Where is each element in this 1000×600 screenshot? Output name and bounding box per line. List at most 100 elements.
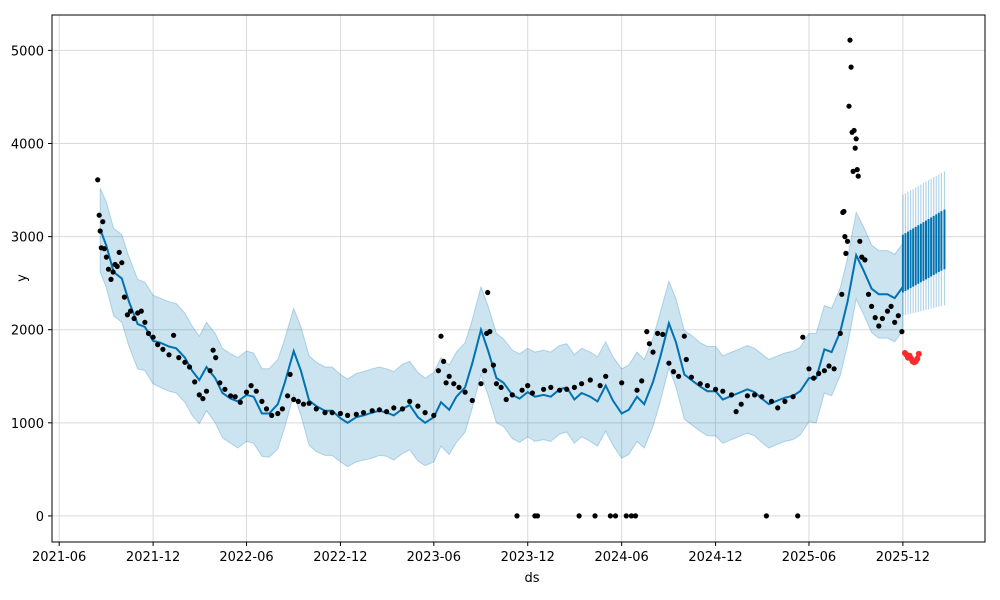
observed-point — [697, 381, 703, 387]
observed-point — [847, 37, 853, 43]
observed-point — [514, 513, 520, 519]
observed-point — [831, 366, 837, 372]
observed-point — [865, 291, 872, 297]
observed-point — [360, 410, 367, 416]
observed-point — [248, 383, 254, 389]
observed-point — [525, 383, 531, 389]
observed-point — [313, 406, 319, 412]
forecast-line-layer — [99, 228, 904, 425]
observed-point — [435, 368, 441, 374]
observed-point — [884, 308, 891, 314]
x-tick-label: 2021-12 — [126, 550, 180, 565]
forecast-line — [99, 228, 904, 425]
observed-point — [145, 330, 152, 336]
observed-point — [846, 103, 852, 109]
observed-point — [451, 381, 457, 387]
observed-point — [720, 388, 726, 394]
observed-point — [441, 358, 447, 364]
observed-point — [124, 312, 130, 318]
observed-point — [839, 291, 845, 297]
observed-point — [269, 412, 275, 418]
observed-point — [103, 254, 109, 260]
observed-point — [498, 384, 504, 390]
observed-point — [733, 409, 739, 415]
observed-point — [391, 405, 397, 411]
observed-point — [841, 208, 847, 215]
observed-point — [548, 384, 554, 390]
observed-point — [806, 366, 812, 372]
observed-point — [116, 249, 122, 255]
observed-point — [852, 145, 858, 151]
observed-point — [478, 381, 484, 387]
observed-point — [851, 127, 857, 134]
observed-point — [713, 386, 719, 392]
observed-point — [407, 398, 413, 404]
observed-point — [222, 386, 228, 392]
observed-point — [612, 513, 619, 519]
observed-point — [644, 329, 650, 335]
observed-point — [752, 392, 758, 398]
observed-point — [95, 177, 101, 183]
x-tick-label: 2023-12 — [501, 550, 555, 565]
observed-point — [646, 341, 653, 347]
observed-point — [210, 347, 216, 353]
observed-point — [607, 513, 614, 519]
observed-point — [811, 375, 817, 381]
y-tick-label: 0 — [36, 510, 44, 525]
y-axis-title: y — [15, 274, 30, 282]
observed-point — [108, 276, 114, 282]
observed-point — [456, 384, 462, 390]
observed-point — [842, 234, 848, 240]
observed-points — [95, 37, 922, 519]
x-tick-label: 2022-06 — [219, 550, 273, 565]
observed-point — [683, 356, 689, 363]
observed-point — [101, 246, 107, 252]
observed-point — [855, 173, 861, 179]
observed-point — [503, 396, 509, 403]
observed-point — [592, 513, 598, 519]
observed-point — [738, 401, 744, 407]
observed-point — [826, 363, 832, 369]
observed-point — [119, 260, 125, 266]
uncertainty-band — [99, 187, 904, 468]
observed-point — [660, 331, 666, 337]
x-tick-label: 2024-06 — [594, 550, 648, 565]
observed-point — [509, 392, 515, 398]
observed-point — [443, 380, 449, 386]
observed-point — [587, 377, 593, 383]
observed-point — [131, 315, 137, 322]
observed-point — [676, 373, 682, 379]
observed-point — [837, 330, 843, 336]
observed-point — [376, 407, 382, 413]
observed-point — [795, 513, 801, 519]
observed-point — [529, 390, 536, 396]
observed-point — [384, 409, 390, 415]
observed-point — [790, 394, 796, 400]
observed-point — [196, 392, 202, 398]
observed-point — [666, 360, 672, 366]
observed-point — [816, 370, 822, 377]
observed-point — [176, 355, 182, 361]
observed-point — [97, 228, 103, 234]
observed-point — [291, 396, 297, 403]
observed-point — [821, 368, 828, 374]
observed-point — [150, 334, 156, 340]
observed-point — [632, 513, 639, 519]
observed-point — [670, 369, 677, 375]
observed-point — [782, 398, 788, 404]
observed-point — [848, 64, 854, 70]
observed-point — [96, 212, 102, 218]
observed-point — [744, 393, 751, 399]
observed-point — [155, 342, 161, 348]
uncertainty-band-area — [99, 187, 904, 468]
x-tick-label: 2022-12 — [313, 550, 367, 565]
observed-point — [345, 412, 351, 418]
observed-point — [462, 389, 468, 395]
observed-point — [438, 333, 444, 339]
observed-point — [422, 410, 428, 416]
x-axis-title: ds — [524, 571, 539, 586]
observed-point — [628, 513, 635, 519]
observed-point — [469, 397, 475, 404]
grid-lines — [52, 15, 985, 542]
observed-point — [200, 396, 206, 402]
